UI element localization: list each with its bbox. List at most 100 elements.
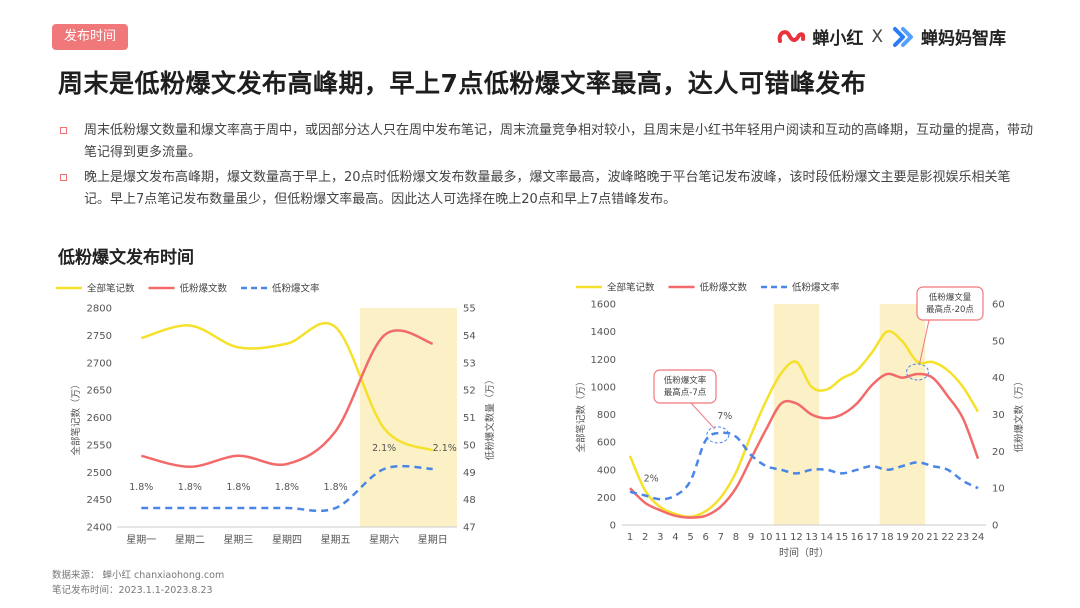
- y-tick-label: 800: [597, 410, 616, 421]
- data-label: 1.8%: [178, 482, 202, 493]
- data-label: 2.1%: [433, 443, 457, 454]
- y-tick-label: 2600: [87, 413, 112, 424]
- bullet-item: 周末低粉爆文数量和爆文率高于周中，或因部分达人只在周中发布笔记，周末流量竞争相对…: [58, 120, 1033, 164]
- highlight-circle: [905, 363, 929, 381]
- section-tag: 发布时间: [52, 24, 129, 50]
- y-right-tick-label: 30: [992, 410, 1005, 421]
- callout-box: [653, 369, 717, 404]
- x-tick-label: 24: [972, 532, 985, 543]
- x-tick-label: 17: [866, 532, 879, 543]
- x-tick-label: 21: [926, 532, 939, 543]
- chanxiaohong-logo-icon: [778, 29, 806, 43]
- highlight-circle: [706, 426, 730, 444]
- bullet-text: 晚上是爆文发布高峰期，爆文数量高于早上，20点时低粉爆文发布数量最多，爆文率最高…: [84, 170, 1011, 207]
- x-tick-label: 23: [957, 532, 970, 543]
- highlight-band: [359, 308, 409, 527]
- square-bullet-icon: [60, 127, 67, 134]
- x-axis-title: 时间（时）: [779, 546, 829, 559]
- callout-connector: [918, 319, 930, 365]
- y-tick-label: 200: [597, 493, 616, 504]
- y-right-tick-label: 53: [463, 358, 476, 369]
- x-tick-label: 13: [805, 532, 818, 543]
- legend-label: 低粉爆文数: [180, 283, 228, 295]
- y-right-tick-label: 51: [463, 413, 476, 424]
- x-tick-label: 5: [687, 532, 693, 543]
- legend-label: 全部笔记数: [607, 282, 655, 294]
- y-tick-label: 2500: [87, 468, 112, 479]
- legend-label: 低粉爆文率: [792, 282, 840, 294]
- data-label: 1.8%: [226, 482, 250, 493]
- y-right-axis-title: 低粉爆文数（万）: [1013, 376, 1025, 452]
- x-tick-label: 14: [820, 532, 833, 543]
- hourly-chart: 0 200 400 600 800 1000 1200 1400 1600 0 10 20 30 40 50…: [575, 282, 1025, 560]
- y-right-tick-label: 47: [463, 523, 476, 534]
- y-tick-label: 0: [610, 521, 616, 532]
- y-tick-label: 2800: [87, 304, 112, 315]
- x-tick-label: 19: [896, 532, 909, 543]
- y-right-axis-title: 低粉爆文数量（万）: [484, 375, 496, 461]
- y-tick-label: 1200: [591, 355, 616, 366]
- callout-text: 低粉爆文量: [929, 292, 972, 303]
- x-tick-label: 4: [672, 532, 678, 543]
- y-axis-title: 全部笔记数（万）: [70, 379, 82, 455]
- series-line-rate: [629, 431, 979, 501]
- data-label: 2.1%: [372, 443, 396, 454]
- x-tick-label: 18: [881, 532, 894, 543]
- x-tick-label: 16: [851, 532, 864, 543]
- y-tick-label: 600: [597, 438, 616, 449]
- y-right-tick-label: 50: [992, 336, 1005, 347]
- page-title: 周末是低粉爆文发布高峰期，早上7点低粉爆文率最高，达人可错峰发布: [58, 69, 867, 98]
- y-tick-label: 2700: [87, 358, 112, 369]
- series-line-rate: [141, 464, 433, 513]
- x-tick-label: 星期六: [369, 534, 399, 546]
- callout-connector: [690, 402, 716, 430]
- y-right-tick-label: 0: [992, 521, 998, 532]
- weekday-chart: 2400 2450 2500 2550 2600 2650 2700 2750 2800 47 48…: [56, 283, 496, 546]
- legend-label: 低粉爆文数: [700, 282, 748, 294]
- bullet-text: 周末低粉爆文数量和爆文率高于周中，或因部分达人只在周中发布笔记，周末流量竞争相对…: [84, 123, 1034, 160]
- x-tick-label: 3: [657, 532, 663, 543]
- y-tick-label: 2750: [87, 331, 112, 342]
- y-tick-label: 2550: [87, 440, 112, 451]
- x-tick-label: 星期三: [223, 534, 253, 546]
- section-title: 低粉爆文发布时间: [58, 248, 194, 268]
- x-tick-label: 星期二: [175, 534, 205, 546]
- y-tick-label: 400: [597, 465, 616, 476]
- y-right-tick-label: 50: [463, 440, 476, 451]
- x-tick-label: 星期四: [272, 534, 302, 546]
- y-right-tick-label: 10: [992, 484, 1005, 495]
- y-right-tick-label: 48: [463, 495, 476, 506]
- y-right-tick-label: 60: [992, 300, 1005, 311]
- x-tick-label: 星期日: [418, 534, 448, 546]
- y-right-tick-label: 20: [992, 447, 1005, 458]
- brand-left-name: 蝉小红: [812, 29, 864, 49]
- brand-logos: 蝉小红 X 蝉妈妈智库: [776, 24, 1006, 49]
- x-tick-label: 11: [775, 532, 788, 543]
- legend-label: 低粉爆文率: [272, 283, 320, 295]
- x-tick-label: 2: [642, 532, 648, 543]
- data-label: 7%: [717, 411, 732, 422]
- series-line-viral: [141, 329, 434, 469]
- x-tick-label: 10: [760, 532, 773, 543]
- y-tick-label: 1000: [591, 382, 616, 393]
- highlight-band: [879, 304, 926, 525]
- data-label: 2%: [644, 474, 659, 485]
- x-tick-label: 1: [627, 532, 633, 543]
- y-tick-label: 1600: [591, 300, 616, 311]
- data-source: 数据来源： 蝉小红 chanxiaohong.com: [52, 570, 225, 581]
- y-tick-label: 2400: [87, 523, 112, 534]
- x-tick-label: 星期一: [126, 534, 156, 546]
- x-tick-label: 8: [733, 532, 739, 543]
- y-right-tick-label: 54: [463, 331, 476, 342]
- bullet-list: 周末低粉爆文数量和爆文率高于周中，或因部分达人只在周中发布笔记，周末流量竞争相对…: [58, 120, 1033, 214]
- data-label: 1.8%: [275, 482, 299, 493]
- x-tick-label: 12: [790, 532, 803, 543]
- bullet-item: 晚上是爆文发布高峰期，爆文数量高于早上，20点时低粉爆文发布数量最多，爆文率最高…: [58, 167, 1033, 211]
- callout-text: 最高点-20点: [926, 304, 974, 315]
- brand-right-name: 蝉妈妈智库: [921, 29, 1006, 49]
- x-tick-label: 星期五: [321, 534, 351, 546]
- legend-label: 全部笔记数: [87, 283, 135, 295]
- callout-text: 低粉爆文率: [664, 375, 707, 386]
- data-label: 1.8%: [324, 482, 348, 493]
- footer: 数据来源： 蝉小红 chanxiaohong.com 笔记发布时间：2023.1…: [52, 568, 224, 598]
